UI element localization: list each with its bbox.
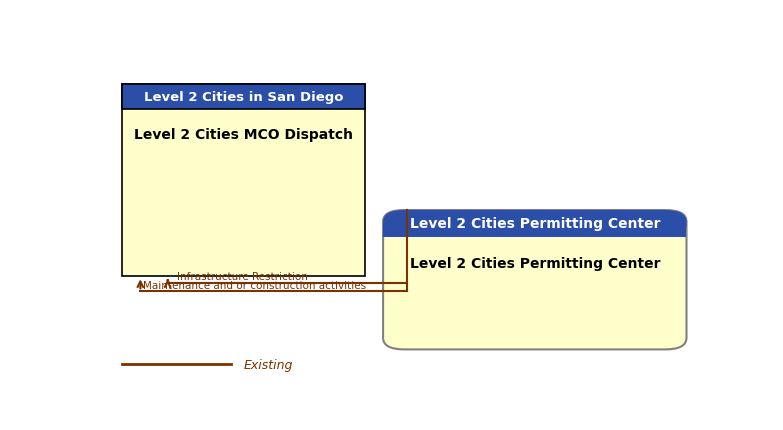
FancyBboxPatch shape <box>383 221 687 237</box>
Text: Maintenance and or construction activities: Maintenance and or construction activiti… <box>143 280 366 290</box>
Text: Infrastructure Restriction: Infrastructure Restriction <box>177 272 308 282</box>
FancyBboxPatch shape <box>383 211 687 350</box>
FancyBboxPatch shape <box>122 85 365 110</box>
Text: Level 2 Cities in San Diego: Level 2 Cities in San Diego <box>144 91 343 104</box>
Text: Existing: Existing <box>244 358 293 371</box>
Text: Level 2 Cities Permitting Center: Level 2 Cities Permitting Center <box>410 217 660 231</box>
Text: Level 2 Cities MCO Dispatch: Level 2 Cities MCO Dispatch <box>134 128 353 142</box>
Text: Level 2 Cities Permitting Center: Level 2 Cities Permitting Center <box>410 257 660 271</box>
FancyBboxPatch shape <box>122 85 365 277</box>
FancyBboxPatch shape <box>383 211 687 237</box>
